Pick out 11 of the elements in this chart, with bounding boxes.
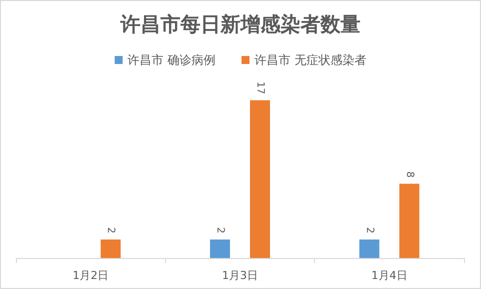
x-tick-label: 1月4日: [371, 269, 408, 282]
legend-label: 许昌市 无症状感染者: [254, 53, 366, 67]
data-label: 2: [105, 227, 116, 234]
data-label: 17: [254, 82, 266, 94]
data-label: 2: [364, 227, 375, 234]
x-tick-label: 1月2日: [72, 269, 109, 282]
data-label: 8: [404, 171, 415, 178]
legend-label: 许昌市 确诊病例: [128, 53, 216, 67]
chart-title: 许昌市每日新增感染者数量: [120, 12, 360, 36]
x-tick-label: 1月3日: [222, 269, 258, 282]
data-label: 2: [214, 227, 226, 234]
